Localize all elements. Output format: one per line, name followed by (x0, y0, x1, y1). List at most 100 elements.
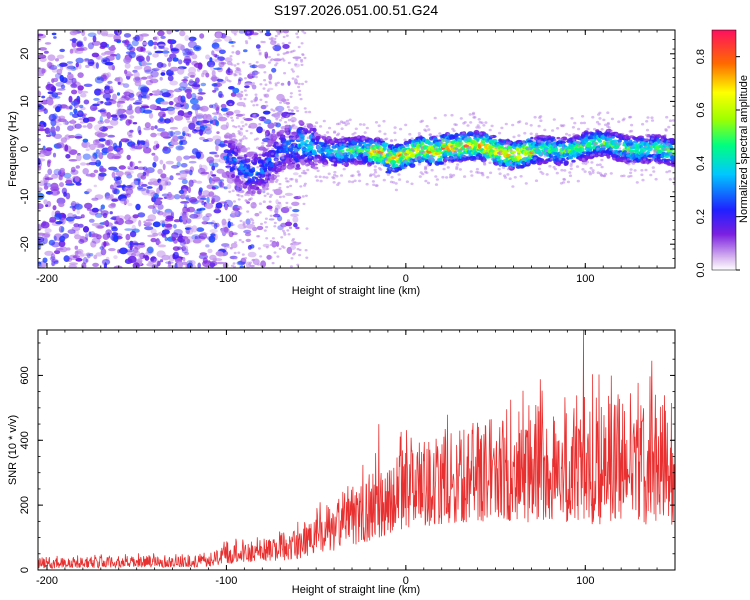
spectrogram-cell (137, 187, 147, 192)
spectrogram-cell (241, 240, 245, 244)
spectrogram-cell (385, 157, 389, 161)
spectrogram-cell (237, 194, 241, 197)
spectrogram-cell (362, 123, 366, 126)
spectrogram-cell (240, 90, 244, 94)
spectrogram-cell (100, 125, 107, 133)
spectrogram-cell (180, 139, 188, 145)
spectrogram-cell (217, 80, 221, 88)
spectrogram-cell (450, 113, 454, 117)
spectrogram-cell (267, 135, 271, 139)
spectrogram-cell (640, 169, 644, 172)
spectrogram-cell (173, 194, 181, 200)
spectrogram-cell (303, 182, 307, 185)
spectrogram-cell (428, 142, 433, 146)
spectrogram-cell (297, 195, 301, 198)
spectrogram-cell (404, 159, 409, 163)
spectrogram-cell (236, 101, 246, 107)
spectrogram-cell (408, 132, 412, 136)
spectrogram-cell (511, 185, 515, 188)
spectrogram-cell (322, 175, 326, 179)
spectrogram-cell (645, 120, 649, 123)
spectrogram-cell (237, 144, 241, 147)
spectrogram-cell (109, 184, 114, 190)
spectrogram-cell (654, 148, 658, 152)
spectrogram-cell (126, 43, 133, 51)
x-tick-label: -200 (36, 273, 58, 285)
spectrogram-cell (59, 48, 65, 53)
spectrogram-cell (409, 163, 416, 168)
spectrogram-cell (146, 93, 150, 100)
spectrogram-cell (560, 144, 565, 148)
spectrogram-cell (182, 257, 186, 262)
spectrogram-cell (301, 163, 305, 166)
spectrogram-cell (210, 233, 216, 237)
spectrogram-cell (43, 185, 49, 190)
spectrogram-cell (107, 134, 116, 138)
spectrogram-cell (468, 113, 472, 116)
spectrogram-cell (74, 245, 79, 250)
spectrogram-cell (158, 184, 163, 192)
spectrogram-cell (284, 177, 288, 180)
spectrogram-cell (197, 262, 201, 268)
spectrogram-cell (242, 113, 246, 117)
spectrogram-cell (263, 93, 267, 97)
spectrogram-cell (304, 150, 309, 154)
spectrogram-cell (124, 39, 130, 46)
spectrogram-cell (594, 142, 598, 146)
spectrogram-cell (289, 113, 294, 117)
spectrogram-cell (87, 42, 94, 50)
spectrogram-cell (607, 140, 611, 143)
y-tick-label: 10 (19, 95, 31, 107)
spectrogram-cell (645, 128, 650, 132)
spectrogram-cell (275, 122, 281, 128)
spectrogram-cell (73, 223, 80, 228)
spectrogram-cell (339, 120, 344, 123)
spectrogram-cell (472, 111, 476, 115)
spectrogram-cell (153, 35, 159, 42)
spectrogram-cell (214, 38, 222, 43)
spectrogram-cell (140, 47, 144, 52)
spectrogram-cell (233, 200, 236, 203)
spectrogram-cell (175, 172, 181, 176)
spectrogram-cell (108, 248, 116, 252)
spectrogram-cell (329, 153, 333, 157)
spectrogram-cell (55, 221, 63, 225)
spectrogram-cell (234, 257, 238, 260)
spectrogram-cell (241, 259, 245, 262)
spectrogram-cell (595, 163, 600, 167)
x-tick-label: 0 (403, 273, 409, 285)
spectrogram-cell (130, 143, 135, 149)
spectrogram-cell (569, 164, 573, 167)
spectrogram-cell (187, 206, 195, 213)
spectrogram-cell (166, 57, 173, 63)
spectrogram-cell (147, 181, 154, 185)
spectrogram-cell (298, 156, 306, 160)
spectrogram-cell (511, 150, 516, 154)
spectrogram-cell (228, 190, 232, 193)
spectrogram-cell (83, 83, 93, 88)
spectrogram-cell (136, 185, 144, 190)
spectrogram-cell (51, 173, 59, 179)
spectrogram-cell (171, 237, 176, 241)
spectrogram-cell (239, 219, 243, 223)
spectrogram-cell (303, 125, 307, 128)
spectrogram-cell (598, 117, 602, 120)
spectrogram-cell (82, 256, 88, 265)
spectrogram-cell (664, 128, 668, 131)
spectrogram-cell (275, 62, 279, 65)
spectrogram-cell (171, 232, 179, 239)
spectrogram-cell (167, 75, 174, 82)
spectrogram-cell (497, 167, 501, 171)
spectrogram-cell (129, 244, 133, 251)
spectrogram-cell (170, 48, 179, 52)
spectrogram-cell (289, 92, 293, 95)
spectrogram-cell (211, 50, 215, 56)
spectrogram-cell (274, 210, 278, 213)
snr-series-line (38, 330, 675, 569)
spectrogram-cell (145, 50, 151, 54)
spectrogram-cell (156, 240, 162, 245)
spectrogram-cell (425, 171, 429, 174)
spectrogram-cell (317, 148, 321, 151)
spectrogram-cell (250, 159, 255, 163)
